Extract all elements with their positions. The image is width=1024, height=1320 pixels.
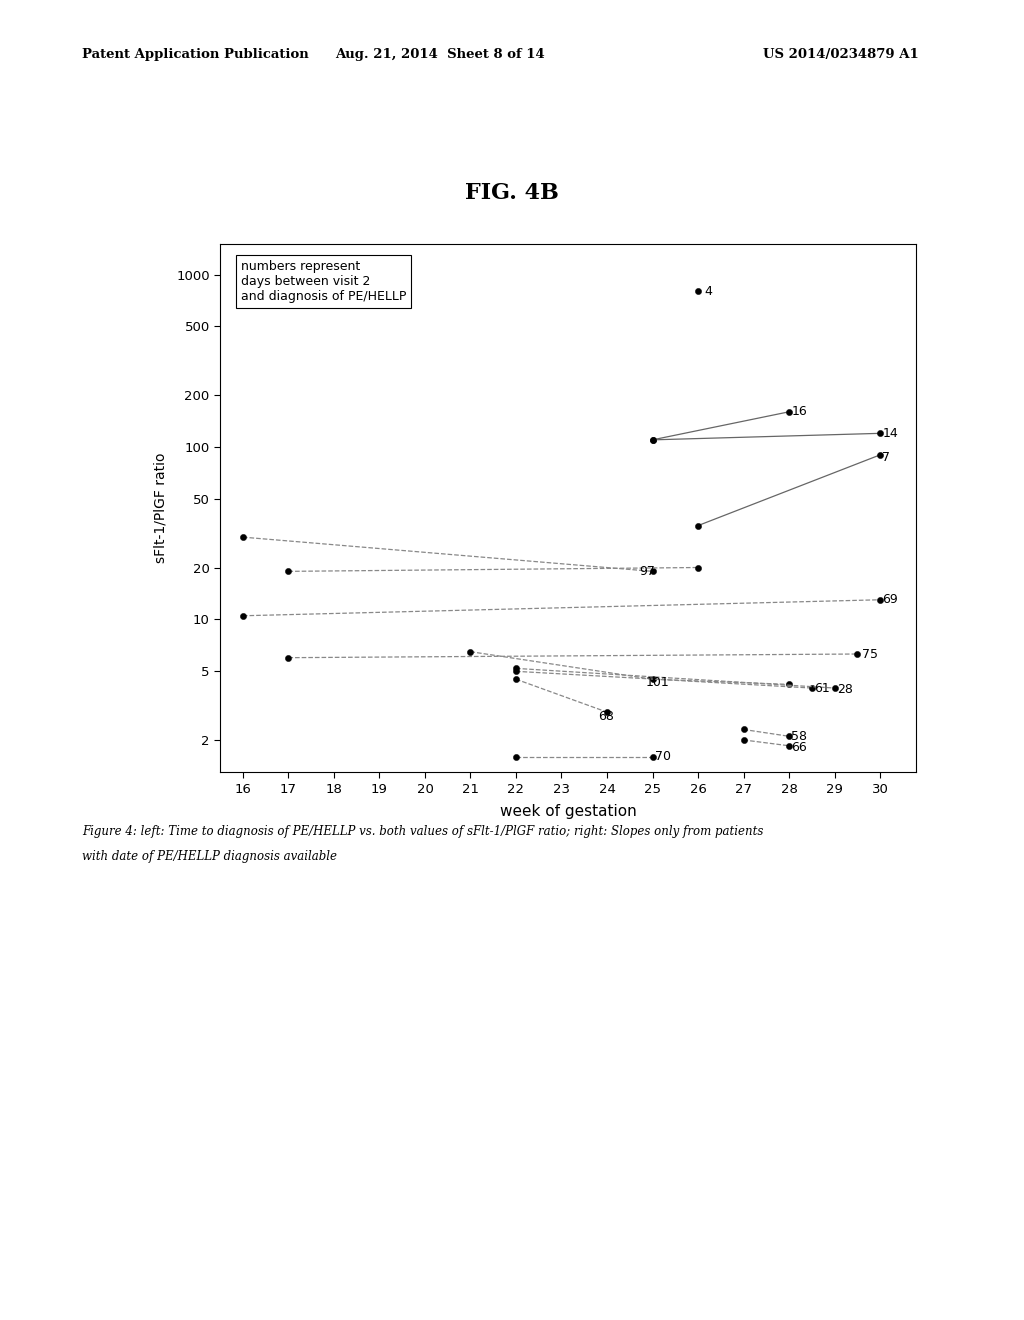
Text: 69: 69	[883, 593, 898, 606]
Text: 16: 16	[792, 405, 807, 418]
Text: FIG. 4B: FIG. 4B	[465, 182, 559, 205]
Text: 14: 14	[883, 426, 898, 440]
Text: 75: 75	[862, 648, 878, 660]
Text: with date of PE/HELLP diagnosis available: with date of PE/HELLP diagnosis availabl…	[82, 850, 337, 863]
Text: 28: 28	[837, 684, 853, 697]
Text: Figure 4: left: Time to diagnosis of PE/HELLP vs. both values of sFlt-1/PlGF rat: Figure 4: left: Time to diagnosis of PE/…	[82, 825, 763, 838]
X-axis label: week of gestation: week of gestation	[500, 804, 637, 818]
Text: 68: 68	[598, 710, 613, 722]
Text: 61: 61	[814, 681, 829, 694]
Text: 7: 7	[883, 451, 890, 463]
Y-axis label: sFlt-1/PlGF ratio: sFlt-1/PlGF ratio	[154, 453, 168, 564]
Text: 97: 97	[639, 565, 654, 578]
Text: US 2014/0234879 A1: US 2014/0234879 A1	[763, 48, 919, 61]
Text: 66: 66	[792, 741, 807, 754]
Text: numbers represent
days between visit 2
and diagnosis of PE/HELLP: numbers represent days between visit 2 a…	[241, 260, 407, 304]
Text: Aug. 21, 2014  Sheet 8 of 14: Aug. 21, 2014 Sheet 8 of 14	[336, 48, 545, 61]
Text: 4: 4	[705, 285, 713, 298]
Text: Patent Application Publication: Patent Application Publication	[82, 48, 308, 61]
Text: 70: 70	[654, 750, 671, 763]
Text: 58: 58	[792, 730, 807, 743]
Text: 101: 101	[646, 676, 670, 689]
